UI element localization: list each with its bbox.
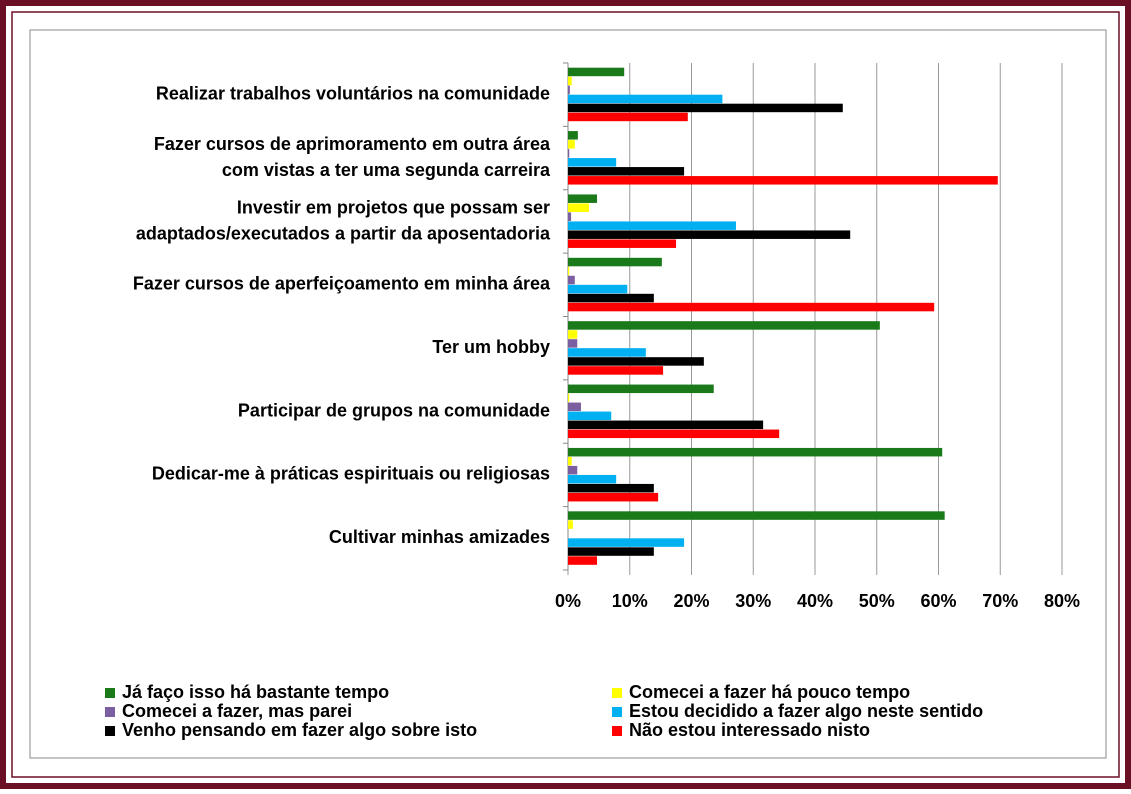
legend-swatch <box>105 688 115 698</box>
bar <box>568 520 573 529</box>
legend-label: Estou decidido a fazer algo neste sentid… <box>629 701 983 721</box>
bar <box>568 465 578 475</box>
bar <box>568 393 570 403</box>
bar <box>568 538 685 547</box>
y-tick-label: Investir em projetos que possam ser adapt… <box>136 197 551 243</box>
bar <box>568 339 578 348</box>
x-tick-label: 10% <box>612 591 648 611</box>
bar <box>568 411 612 421</box>
y-tick-label: Realizar trabalhos voluntários na comuni… <box>156 83 550 103</box>
bar <box>568 67 625 77</box>
legend-label: Já faço isso há bastante tempo <box>122 682 389 702</box>
bar <box>568 112 688 122</box>
legend-swatch <box>612 707 622 717</box>
bar <box>568 221 736 230</box>
y-tick-label: Participar de grupos na comunidade <box>238 400 550 420</box>
bar <box>568 76 572 86</box>
x-tick-label: 0% <box>555 591 581 611</box>
x-tick-label: 60% <box>920 591 956 611</box>
bar <box>568 103 843 113</box>
bar <box>568 420 764 430</box>
legend-swatch <box>612 726 622 736</box>
bar <box>568 158 617 167</box>
legend-label: Comecei a fazer, mas parei <box>122 701 352 721</box>
legend-swatch <box>612 688 622 698</box>
bar <box>568 357 704 366</box>
y-tick-label: Fazer cursos de aprimoramento em outra á… <box>154 134 551 180</box>
bar <box>568 321 880 330</box>
y-tick-label: Cultivar minhas amizades <box>329 527 550 547</box>
bar <box>568 167 685 176</box>
bar <box>568 348 646 357</box>
y-tick-label: Dedicar-me à práticas espirituais ou rel… <box>152 464 550 484</box>
x-tick-label: 70% <box>982 591 1018 611</box>
bar <box>568 275 575 285</box>
bar <box>568 239 677 248</box>
bar <box>568 483 654 493</box>
bar <box>568 330 578 339</box>
x-tick-label: 20% <box>673 591 709 611</box>
legend-swatch <box>105 726 115 736</box>
bar <box>568 447 943 457</box>
bar <box>568 547 654 556</box>
bar <box>568 293 654 303</box>
x-tick-label: 50% <box>859 591 895 611</box>
bar <box>568 203 589 212</box>
y-tick-label: Fazer cursos de aperfeiçoamento em minha… <box>133 274 551 294</box>
legend-swatch <box>105 707 115 717</box>
bar <box>568 140 575 149</box>
bar <box>568 176 998 185</box>
inner-frame <box>11 11 1120 778</box>
bar <box>568 194 598 203</box>
bar <box>568 131 578 140</box>
bar <box>568 556 598 565</box>
bar <box>568 302 935 312</box>
bar <box>568 366 664 375</box>
bar <box>568 149 570 158</box>
bar <box>568 266 570 276</box>
x-tick-label: 40% <box>797 591 833 611</box>
bar <box>568 474 617 484</box>
x-tick-label: 80% <box>1044 591 1080 611</box>
legend-label: Comecei a fazer há pouco tempo <box>629 682 910 702</box>
bar <box>568 284 628 294</box>
bar <box>568 511 945 520</box>
bar <box>568 402 581 412</box>
bar <box>568 230 851 239</box>
bar <box>568 257 662 267</box>
bar <box>568 429 780 439</box>
y-tick-label: Ter um hobby <box>432 337 550 357</box>
bar <box>568 94 723 104</box>
bar <box>568 85 570 95</box>
bar <box>568 384 714 394</box>
bar <box>568 456 572 466</box>
bar <box>568 492 659 502</box>
legend-label: Venho pensando em fazer algo sobre isto <box>122 720 477 740</box>
legend-label: Não estou interessado nisto <box>629 720 870 740</box>
x-tick-label: 30% <box>735 591 771 611</box>
bar <box>568 212 572 221</box>
